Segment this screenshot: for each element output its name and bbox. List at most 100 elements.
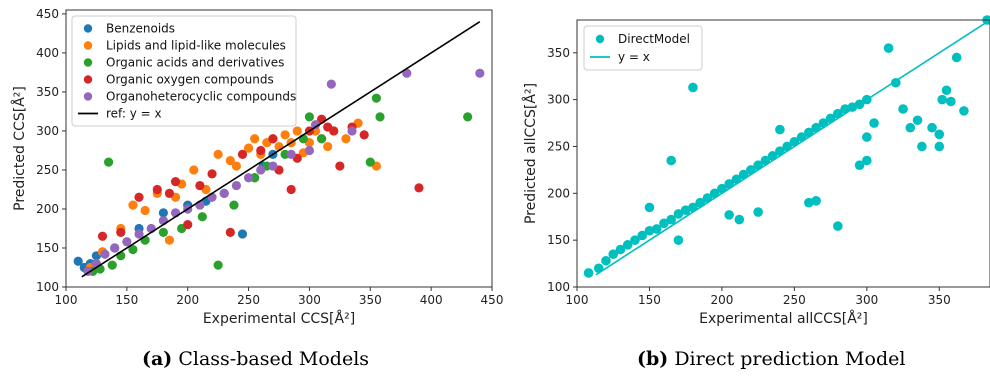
b-point-series-0 — [724, 210, 734, 220]
a-point-series-2 — [107, 260, 117, 270]
b-point-series-0 — [833, 221, 843, 231]
a-point-series-3 — [152, 184, 162, 195]
a-point-series-0 — [237, 229, 248, 239]
b-legend-label: DirectModel — [618, 32, 690, 46]
a-point-series-3 — [170, 177, 181, 187]
b-point-series-0 — [946, 96, 956, 107]
b-y-tick-label: 200 — [547, 186, 570, 200]
a-x-tick-label: 250 — [237, 293, 260, 307]
a-legend-label: Organoheterocyclic compounds — [106, 90, 296, 104]
a-point-series-1 — [231, 161, 241, 171]
b-point-series-0 — [615, 244, 626, 255]
b-point-series-0 — [854, 160, 865, 171]
b-point-series-0 — [775, 124, 785, 135]
a-legend-label: Organic acids and derivatives — [106, 56, 284, 70]
b-point-series-0 — [637, 230, 648, 241]
b-x-axis-label: Experimental allCCS[Å²] — [699, 310, 868, 327]
a-legend-label: Benzenoids — [106, 22, 175, 36]
caption-b-text: Direct prediction Model — [674, 348, 906, 370]
a-y-tick-label: 150 — [36, 241, 59, 255]
a-y-tick-label: 400 — [36, 46, 59, 60]
a-point-series-3 — [134, 192, 144, 202]
a-point-series-3 — [256, 145, 266, 156]
a-x-tick-label: 200 — [176, 293, 199, 307]
b-point-series-0 — [927, 122, 937, 133]
b-x-tick-label: 100 — [566, 293, 589, 307]
a-point-series-4 — [347, 126, 357, 136]
b-point-series-0 — [941, 85, 952, 96]
a-x-tick-label: 300 — [298, 293, 321, 307]
a-point-series-4 — [122, 237, 132, 247]
b-point-series-0 — [734, 214, 745, 225]
a-point-series-1 — [189, 165, 199, 175]
a-legend-marker — [83, 75, 93, 84]
a-point-series-4 — [134, 229, 144, 239]
b-legend-marker — [595, 34, 605, 44]
a-legend-marker — [83, 24, 93, 33]
b-point-series-0 — [912, 115, 923, 126]
b-point-series-0 — [905, 122, 916, 133]
a-point-series-3 — [286, 184, 296, 195]
b-point-series-0 — [666, 214, 676, 225]
a-point-series-2 — [158, 227, 168, 237]
b-point-series-0 — [666, 155, 676, 166]
panel-a-chart: 100 150 200 250 300 350 400 450 100 150 200 250 300 3… — [11, 7, 503, 327]
b-point-series-0 — [680, 205, 691, 215]
a-point-series-3 — [359, 130, 369, 140]
a-y-axis-label: Predicted CCS[Å²] — [11, 86, 28, 211]
b-y-tick-label: 150 — [547, 233, 570, 247]
a-point-series-2 — [375, 112, 385, 122]
b-point-series-0 — [651, 224, 662, 234]
b-reference-line — [595, 19, 990, 276]
a-point-series-3 — [237, 149, 248, 159]
a-point-series-2 — [197, 212, 207, 222]
a-point-series-3 — [225, 227, 235, 237]
b-axes-frame — [576, 19, 990, 288]
b-legend: DirectModel y = x — [583, 25, 703, 71]
b-point-series-0 — [804, 197, 814, 208]
caption-a-letter: (a) — [142, 348, 173, 370]
b-legend-label: y = x — [618, 50, 650, 64]
a-legend-marker — [83, 58, 93, 67]
a-point-series-1 — [323, 141, 333, 152]
a-point-series-4 — [243, 173, 254, 183]
a-point-series-3 — [116, 227, 126, 237]
panel-b-chart: 100 150 200 250 300 350 100 150 200 250 300 350 Expe… — [522, 15, 990, 327]
a-point-series-3 — [268, 134, 278, 144]
a-point-series-4 — [310, 120, 321, 130]
a-y-tick-label: 450 — [36, 7, 59, 21]
a-point-series-2 — [229, 200, 239, 210]
a-point-series-1 — [341, 134, 351, 144]
a-point-series-1 — [164, 235, 175, 245]
a-point-series-4 — [219, 188, 229, 198]
b-x-tick-label: 250 — [783, 293, 806, 307]
a-point-series-2 — [104, 157, 114, 167]
b-x-tick-label: 300 — [855, 293, 878, 307]
a-point-series-0 — [73, 256, 83, 266]
b-point-series-0 — [622, 240, 633, 250]
a-legend-label: Organic oxygen compounds — [106, 73, 274, 87]
a-x-axis-label: Experimental CCS[Å²] — [203, 310, 355, 327]
b-y-tick-label: 250 — [547, 139, 570, 153]
b-x-tick-label: 200 — [710, 293, 733, 307]
b-point-series-0 — [583, 268, 594, 278]
b-point-series-0 — [898, 104, 908, 114]
b-point-series-0 — [630, 235, 640, 245]
b-point-series-0 — [869, 118, 879, 128]
a-point-series-4 — [268, 161, 278, 171]
b-point-series-0 — [659, 218, 669, 229]
caption-b: (b) Direct prediction Model — [637, 348, 905, 370]
b-point-series-0 — [601, 255, 611, 266]
a-point-series-1 — [280, 130, 290, 140]
a-point-series-4 — [475, 68, 485, 78]
b-point-series-0 — [937, 94, 947, 105]
a-y-tick-label: 250 — [36, 163, 59, 177]
b-point-series-0 — [934, 129, 945, 140]
a-point-series-4 — [100, 249, 110, 259]
a-legend: Benzenoids Lipids and lipid-like molecule… — [71, 15, 297, 127]
a-point-series-3 — [195, 180, 205, 191]
a-legend-marker — [83, 92, 93, 101]
a-point-series-0 — [158, 208, 168, 218]
a-point-series-2 — [304, 112, 315, 122]
a-point-series-1 — [128, 200, 138, 210]
